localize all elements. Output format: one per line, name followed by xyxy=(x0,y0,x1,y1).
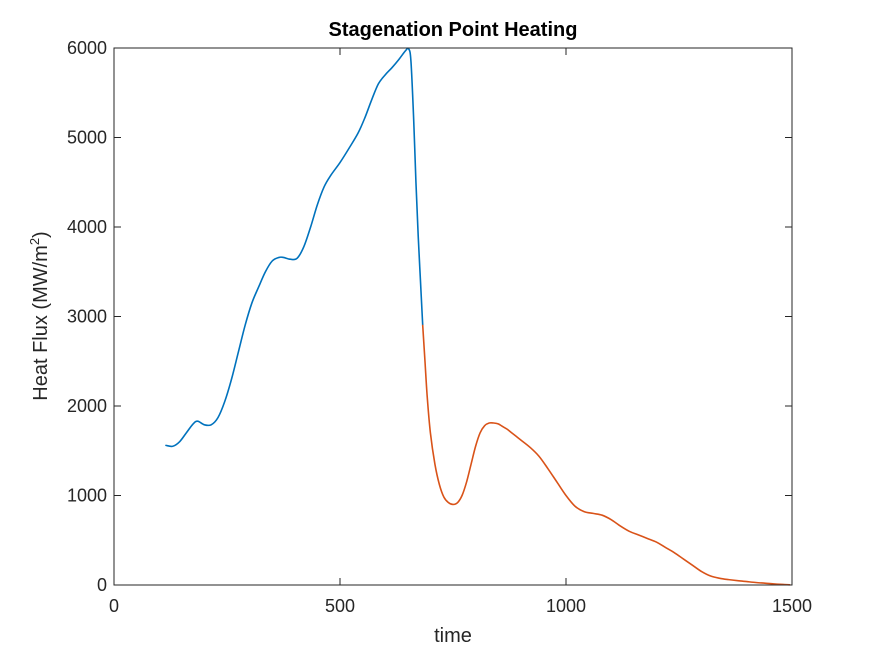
y-tick-label: 2000 xyxy=(67,396,107,416)
y-axis-label-suffix: ) xyxy=(30,231,52,238)
y-axis-label-superscript: 2 xyxy=(27,238,42,245)
plot-frame xyxy=(113,47,793,586)
series-line-1 xyxy=(165,47,424,448)
x-tick-label: 500 xyxy=(325,596,355,616)
x-tick-label: 1000 xyxy=(546,596,586,616)
y-axis-label-prefix: Heat Flux (MW/m xyxy=(30,245,52,401)
x-tick-label: 0 xyxy=(109,596,119,616)
y-tick-label: 1000 xyxy=(67,486,107,506)
y-axis-label: Heat Flux (MW/m2) xyxy=(27,231,52,400)
series-line-2 xyxy=(421,324,791,586)
y-tick-label: 3000 xyxy=(67,307,107,327)
y-tick-label: 5000 xyxy=(67,128,107,148)
chart-title: Stagenation Point Heating xyxy=(329,19,578,41)
x-tick-label: 1500 xyxy=(772,596,812,616)
y-tick-label: 0 xyxy=(97,575,107,595)
x-axis-label: time xyxy=(434,625,472,647)
y-tick-label: 4000 xyxy=(67,217,107,237)
y-tick-label: 6000 xyxy=(67,38,107,58)
